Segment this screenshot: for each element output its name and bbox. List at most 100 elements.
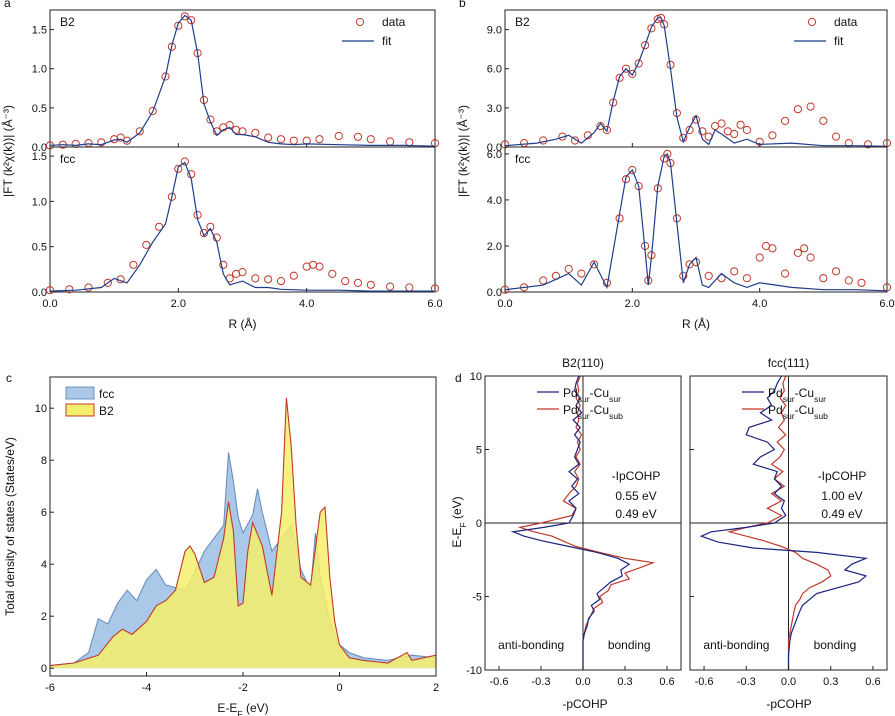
panel-d-ytick-label: 5 bbox=[476, 445, 482, 457]
panel-c-ytick-label: 2 bbox=[41, 611, 47, 623]
legend-data-marker bbox=[355, 17, 365, 27]
panel-d-xtick-label: -0.6 bbox=[490, 676, 509, 688]
panel-a-ytick-label: 0.5 bbox=[32, 103, 47, 115]
panel-b-B2-frame bbox=[504, 9, 888, 148]
panel-b-ylabel: |FT (k²χ(k))| (Å⁻³) bbox=[455, 105, 470, 197]
panel-c-xlabel: E-EF (eV) bbox=[217, 701, 268, 716]
data-point bbox=[65, 285, 74, 294]
cohp-line-pd-cu-sur bbox=[699, 375, 869, 670]
data-point bbox=[264, 133, 273, 142]
panel-c-xtick-label: 0 bbox=[336, 682, 342, 694]
panel-c-xtick-label: 2 bbox=[433, 682, 439, 694]
data-point bbox=[742, 274, 752, 283]
data-point bbox=[238, 268, 247, 277]
data-point bbox=[135, 127, 144, 136]
panel-c-ytick-label: 6 bbox=[41, 507, 47, 519]
data-point bbox=[219, 260, 228, 269]
dos-line-B2 bbox=[49, 397, 437, 667]
data-point bbox=[806, 253, 815, 262]
data-point bbox=[564, 264, 573, 274]
legend-label: Pdsur-Cusur bbox=[563, 386, 621, 404]
region-label-antibonding: anti-bonding bbox=[498, 638, 564, 652]
data-point bbox=[793, 105, 803, 114]
dos-area-fcc bbox=[50, 452, 436, 669]
legend-swatch-fcc bbox=[65, 386, 95, 400]
data-point bbox=[276, 277, 286, 286]
panel-b-ytick-label: 9.0 bbox=[487, 25, 502, 37]
panel-d-ytick-label: 10 bbox=[470, 371, 482, 383]
data-point bbox=[602, 125, 612, 135]
data-point bbox=[366, 135, 375, 144]
data-point bbox=[353, 278, 363, 287]
panel-a-ytick-label: 0.5 bbox=[32, 242, 47, 254]
panel-c-ytick-label: 8 bbox=[41, 455, 47, 467]
subplot-title: B2(110) bbox=[562, 356, 604, 370]
data-point bbox=[334, 131, 343, 141]
data-point bbox=[84, 283, 93, 292]
data-point bbox=[353, 132, 363, 141]
region-label-bonding: bonding bbox=[814, 638, 857, 652]
data-point bbox=[539, 276, 548, 285]
data-point bbox=[45, 286, 55, 295]
region-label-bonding: bonding bbox=[608, 638, 651, 652]
data-point bbox=[621, 64, 631, 73]
subplot-label-B2: B2 bbox=[60, 15, 75, 29]
panel-c-ytick-label: 0 bbox=[41, 663, 47, 675]
data-point bbox=[129, 260, 138, 269]
data-point bbox=[386, 137, 395, 146]
data-point bbox=[621, 175, 631, 184]
data-point bbox=[742, 125, 752, 135]
data-point bbox=[800, 244, 809, 253]
data-point bbox=[698, 127, 707, 136]
data-point bbox=[793, 248, 803, 257]
panel-a-ytick-label: 1.0 bbox=[32, 196, 47, 208]
panel-a-xtick-label: 4.0 bbox=[299, 298, 314, 310]
data-point bbox=[97, 138, 106, 147]
data-point bbox=[251, 128, 260, 137]
fit-line bbox=[49, 161, 435, 292]
data-point bbox=[806, 102, 815, 111]
legend-data-marker bbox=[807, 17, 817, 27]
panel-c-xtick-label: -6 bbox=[45, 682, 55, 694]
panel-b-xtick-label: 2.0 bbox=[625, 298, 640, 310]
legend-label: Pdsur-Cusur bbox=[768, 386, 826, 404]
data-point bbox=[615, 73, 624, 82]
data-point bbox=[142, 240, 151, 249]
data-point bbox=[832, 267, 841, 276]
data-point bbox=[663, 149, 672, 158]
data-point bbox=[832, 132, 841, 141]
panel-d-ytick-label: -5 bbox=[472, 592, 482, 604]
panel-a-ytick-label: 1.5 bbox=[32, 25, 47, 37]
data-point bbox=[768, 244, 777, 253]
panel-b-xtick-label: 6.0 bbox=[879, 298, 894, 310]
panel-d-xtick-label: 0.0 bbox=[575, 676, 590, 688]
data-point bbox=[315, 262, 324, 271]
data-point bbox=[577, 269, 586, 278]
data-point bbox=[161, 72, 170, 81]
data-point bbox=[844, 276, 853, 285]
legend-fit-label: fit bbox=[834, 34, 844, 48]
panel-a-fcc-frame bbox=[49, 146, 436, 293]
ipcohp-value-sub: 0.49 eV bbox=[821, 507, 862, 521]
panel-c-ylabel: Total density of states (States/eV) bbox=[3, 437, 17, 616]
data-point bbox=[628, 69, 637, 79]
data-point bbox=[405, 283, 414, 292]
data-point bbox=[704, 271, 713, 280]
panel-d-xlabel-right: -pCOHP bbox=[766, 697, 811, 711]
panel-d-xtick-label: 0.3 bbox=[617, 676, 632, 688]
ipcohp-label: -IpCOHP bbox=[818, 469, 867, 483]
dos-area-B2 bbox=[50, 397, 436, 669]
data-point bbox=[819, 274, 828, 283]
panel-d-ytick-label: -10 bbox=[466, 665, 482, 677]
data-point bbox=[155, 222, 164, 231]
panel-a-xtick-label: 6.0 bbox=[427, 298, 442, 310]
data-point bbox=[520, 139, 529, 148]
data-point bbox=[590, 260, 599, 269]
region-label-antibonding: anti-bonding bbox=[703, 638, 769, 652]
fit-line bbox=[504, 152, 888, 292]
data-point bbox=[341, 277, 350, 286]
panel-d-xlabel-left: -pCOHP bbox=[562, 697, 607, 711]
data-point bbox=[180, 157, 189, 166]
ipcohp-value-sub: 0.49 eV bbox=[615, 507, 656, 521]
